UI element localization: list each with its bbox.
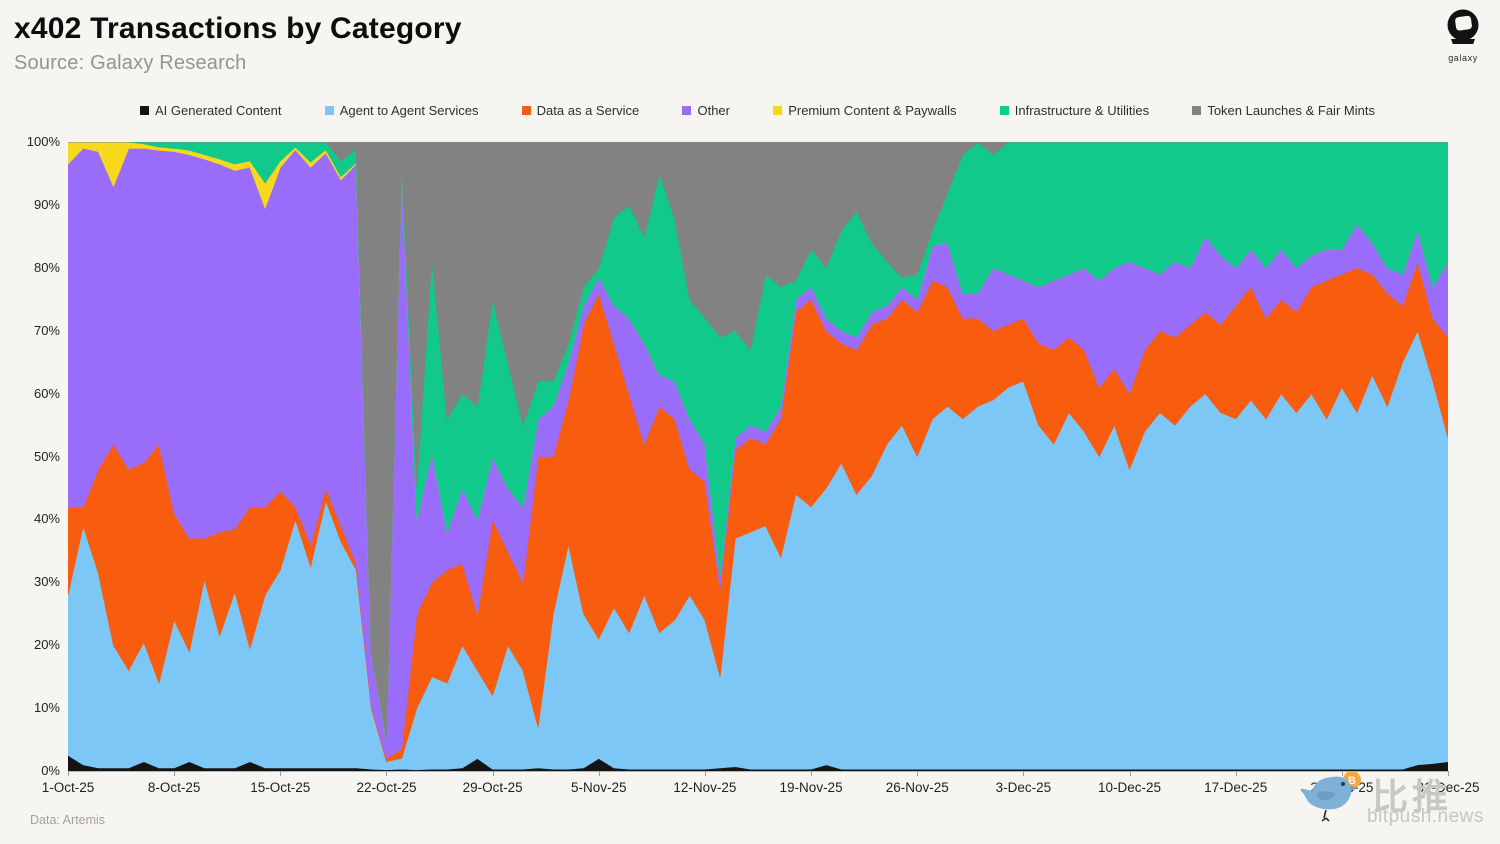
legend-item-4: Premium Content & Paywalls [773, 103, 957, 118]
y-axis-label: 100% [26, 134, 60, 149]
x-axis-tick [917, 771, 919, 776]
svg-text:B: B [1348, 775, 1356, 787]
page-title: x402 Transactions by Category [14, 12, 462, 45]
legend-label: Agent to Agent Services [339, 103, 479, 118]
x-axis-tick [598, 771, 600, 776]
legend-item-0: AI Generated Content [140, 103, 281, 118]
y-axis-label: 50% [33, 448, 60, 464]
x-axis-label: 22-Oct-25 [356, 780, 417, 795]
x-axis-tick [280, 771, 282, 776]
legend-item-1: Agent to Agent Services [324, 103, 479, 118]
x-axis-line [68, 771, 1449, 772]
galaxy-logo: galaxy [1438, 8, 1488, 72]
y-axis-label: 0% [41, 763, 60, 778]
x-axis-tick [811, 771, 813, 776]
watermark-domain: bitpush.news [1367, 806, 1484, 827]
galaxy-logo-icon [1447, 9, 1479, 44]
x-axis-label: 12-Nov-25 [673, 780, 737, 795]
y-axis-label: 90% [33, 196, 60, 212]
x-axis-label: 31-Dec-25 [1416, 780, 1480, 795]
x-axis-tick [1341, 771, 1343, 776]
x-axis-label: 26-Nov-25 [885, 780, 949, 795]
legend-swatch-icon [1192, 106, 1202, 115]
y-axis-label: 20% [33, 637, 60, 653]
x-axis-label: 10-Dec-25 [1098, 780, 1162, 795]
y-axis-label: 60% [33, 385, 60, 401]
y-axis-label: 10% [33, 700, 60, 716]
legend-item-5: Infrastructure & Utilities [999, 103, 1150, 118]
area-series-6 [68, 141, 1448, 739]
legend-item-6: Token Launches & Fair Mints [1192, 103, 1375, 118]
legend-label: Token Launches & Fair Mints [1207, 103, 1375, 118]
legend-swatch-icon [999, 106, 1009, 115]
x-axis-tick [1235, 771, 1237, 776]
x-axis-label: 3-Dec-25 [995, 780, 1052, 795]
x-axis-tick [492, 771, 494, 776]
y-axis-label: 80% [33, 259, 60, 275]
legend-swatch-icon [140, 106, 149, 115]
x-axis-tick [1448, 771, 1449, 776]
chart-legend: AI Generated Content Agent to Agent Servi… [140, 103, 1375, 118]
x-axis-tick [1129, 771, 1131, 776]
x-axis-label: 1-Oct-25 [41, 780, 95, 795]
legend-label: Premium Content & Paywalls [788, 103, 957, 118]
x-axis-tick [386, 771, 388, 776]
x-axis-label: 29-Oct-25 [462, 780, 523, 795]
x-axis-label: 5-Nov-25 [571, 780, 627, 795]
x-axis-tick [68, 771, 69, 776]
stacked-area-chart [67, 141, 1449, 772]
x-axis-label: 17-Dec-25 [1204, 780, 1268, 795]
x-axis-label: 19-Nov-25 [779, 780, 843, 795]
page-source: Source: Galaxy Research [14, 52, 247, 74]
legend-label: Data as a Service [536, 103, 640, 118]
y-axis-label: 30% [33, 574, 60, 590]
x-axis-label: 15-Oct-25 [250, 780, 311, 795]
y-axis-label: 70% [33, 322, 60, 338]
legend-swatch-icon [682, 106, 692, 115]
legend-label: Infrastructure & Utilities [1014, 103, 1150, 118]
x-axis-label: 8-Oct-25 [147, 780, 201, 795]
x-axis-tick [174, 771, 176, 776]
x-axis-tick [704, 771, 706, 776]
y-axis-label: 40% [33, 511, 60, 527]
galaxy-logo-label: galaxy [1448, 53, 1478, 63]
legend-swatch-icon [324, 106, 334, 115]
bitpush-bird-icon: B [1296, 770, 1372, 829]
legend-item-3: Other [682, 103, 730, 118]
data-note: Data: Artemis [30, 813, 106, 827]
legend-label: AI Generated Content [155, 103, 282, 118]
legend-item-2: Data as a Service [521, 103, 640, 118]
chart-plot-area [67, 141, 1449, 772]
x-axis-tick [1023, 771, 1025, 776]
legend-swatch-icon [773, 106, 783, 115]
legend-label: Other [697, 103, 730, 118]
watermark-cjk: 比推 [1372, 776, 1453, 817]
legend-swatch-icon [521, 106, 531, 115]
